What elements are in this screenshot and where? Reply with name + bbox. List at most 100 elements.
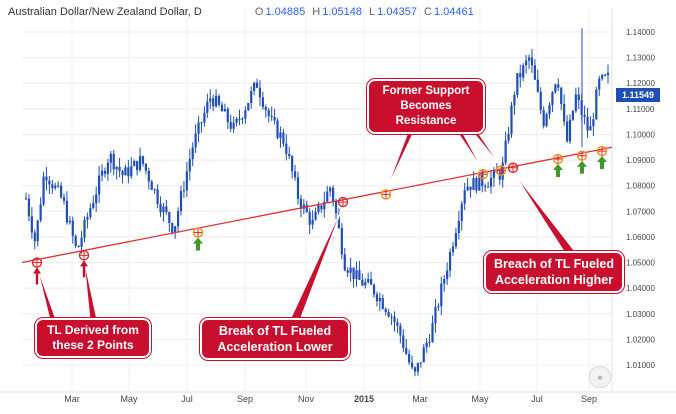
- candle-body: [141, 156, 145, 164]
- candle-body: [478, 174, 481, 191]
- x-tick-label: Jul: [181, 394, 193, 404]
- candle-body: [405, 347, 408, 354]
- candle-body: [431, 323, 434, 342]
- candle-body: [367, 278, 370, 283]
- candle-body: [159, 204, 162, 213]
- candle-body: [253, 82, 256, 92]
- candle-body: [153, 189, 156, 191]
- candle-body: [74, 235, 77, 246]
- candle-body: [560, 87, 563, 105]
- candle-body: [481, 174, 484, 187]
- candle-body: [428, 341, 431, 343]
- candle-body: [346, 270, 349, 273]
- candle-body: [200, 122, 203, 124]
- candle-body: [299, 198, 303, 209]
- candle-body: [603, 74, 607, 76]
- y-tick-label: 1.11000: [626, 105, 655, 114]
- candle-body: [539, 91, 542, 111]
- candle-body: [513, 94, 516, 106]
- candle-body: [282, 132, 285, 144]
- candle-body: [408, 353, 411, 363]
- candle-body: [343, 254, 346, 271]
- candle-body: [51, 184, 54, 189]
- green-arrow-stem: [556, 169, 560, 178]
- y-tick-label: 1.13000: [626, 54, 655, 63]
- candle-body: [176, 211, 180, 227]
- last-price-tag: 1.11549: [616, 88, 660, 102]
- candle-body: [486, 186, 490, 188]
- candle-body: [425, 342, 428, 348]
- candle-body: [530, 57, 534, 66]
- y-tick-label: 1.07000: [626, 207, 655, 216]
- x-tick-label: Sep: [237, 394, 253, 404]
- candle-body: [197, 122, 200, 134]
- candle-body: [504, 140, 507, 163]
- callout-breach-higher-text: Breach of TL Fueled Acceleration Higher: [494, 257, 614, 287]
- candle-body: [209, 98, 212, 102]
- candle-body: [554, 84, 557, 93]
- touch-circle: [192, 227, 204, 238]
- candle-body: [258, 87, 262, 98]
- candle-body: [557, 84, 560, 88]
- callout-pointer: [512, 171, 578, 254]
- fast-forward-button[interactable]: »: [589, 366, 611, 388]
- callout-break-lower-text: Break of TL Fueled Acceleration Lower: [217, 324, 333, 354]
- candle-body: [171, 223, 174, 233]
- candle-body: [305, 204, 308, 213]
- green-arrow-stem: [580, 165, 584, 174]
- high-label: H: [312, 6, 321, 18]
- candle-body: [270, 116, 273, 118]
- y-tick-label: 1.12000: [626, 79, 655, 88]
- candle-body: [396, 322, 399, 326]
- candle-body: [144, 163, 148, 171]
- green-arrow-head: [193, 237, 203, 244]
- candle-body: [273, 116, 276, 121]
- candle-body: [206, 101, 209, 113]
- candle-body: [592, 119, 595, 127]
- candle-body: [162, 206, 165, 213]
- callout-breach-higher: Breach of TL Fueled Acceleration Higher: [484, 251, 624, 293]
- candle-body: [314, 211, 317, 220]
- touch-circle: [31, 257, 43, 268]
- candle-body: [598, 78, 601, 90]
- candle-body: [542, 110, 545, 126]
- candle-body: [384, 308, 387, 313]
- candle-body: [466, 186, 469, 191]
- candle-body: [235, 118, 238, 123]
- candle-body: [241, 118, 244, 120]
- candle-body: [601, 74, 604, 79]
- candle-body: [165, 206, 168, 213]
- candle-body: [24, 198, 28, 200]
- candle-body: [194, 133, 197, 148]
- candle-body: [326, 191, 329, 202]
- candle-body: [501, 162, 504, 180]
- candle-body: [109, 153, 112, 163]
- candle-body: [147, 170, 150, 182]
- touch-circle: [507, 162, 519, 173]
- open-label: O: [254, 6, 264, 18]
- candle-body: [317, 205, 320, 212]
- candle-body: [106, 162, 109, 174]
- candle-body: [536, 79, 539, 92]
- candle-body: [174, 226, 177, 233]
- close-value: 1.04461: [433, 6, 474, 18]
- callout-former-support-text: Former Support Becomes Resistance: [382, 85, 470, 127]
- fast-forward-icon: »: [597, 372, 603, 382]
- red-arrow-head: [80, 260, 88, 267]
- candle-body: [443, 279, 446, 284]
- candle-body: [48, 180, 51, 185]
- candle-body: [65, 200, 69, 223]
- candle-body: [533, 65, 536, 80]
- candle-body: [364, 282, 367, 286]
- candle-body: [39, 204, 42, 221]
- candle-body: [586, 116, 589, 131]
- candles: [24, 28, 610, 377]
- candle-body: [89, 208, 92, 218]
- candle-body: [279, 132, 282, 138]
- candle-body: [410, 362, 414, 368]
- candle-body: [250, 91, 253, 104]
- candle-body: [226, 108, 229, 123]
- candle-body: [27, 198, 31, 217]
- candle-body: [57, 185, 60, 187]
- candle-body: [77, 245, 80, 247]
